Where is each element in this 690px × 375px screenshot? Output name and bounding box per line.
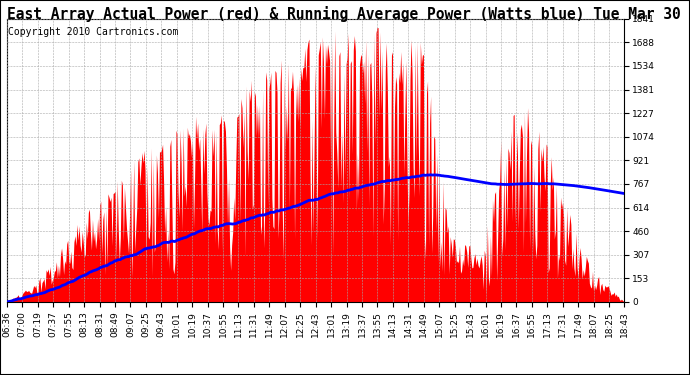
Text: East Array Actual Power (red) & Running Average Power (Watts blue) Tue Mar 30 19: East Array Actual Power (red) & Running … (7, 6, 690, 22)
Text: Copyright 2010 Cartronics.com: Copyright 2010 Cartronics.com (8, 27, 179, 37)
